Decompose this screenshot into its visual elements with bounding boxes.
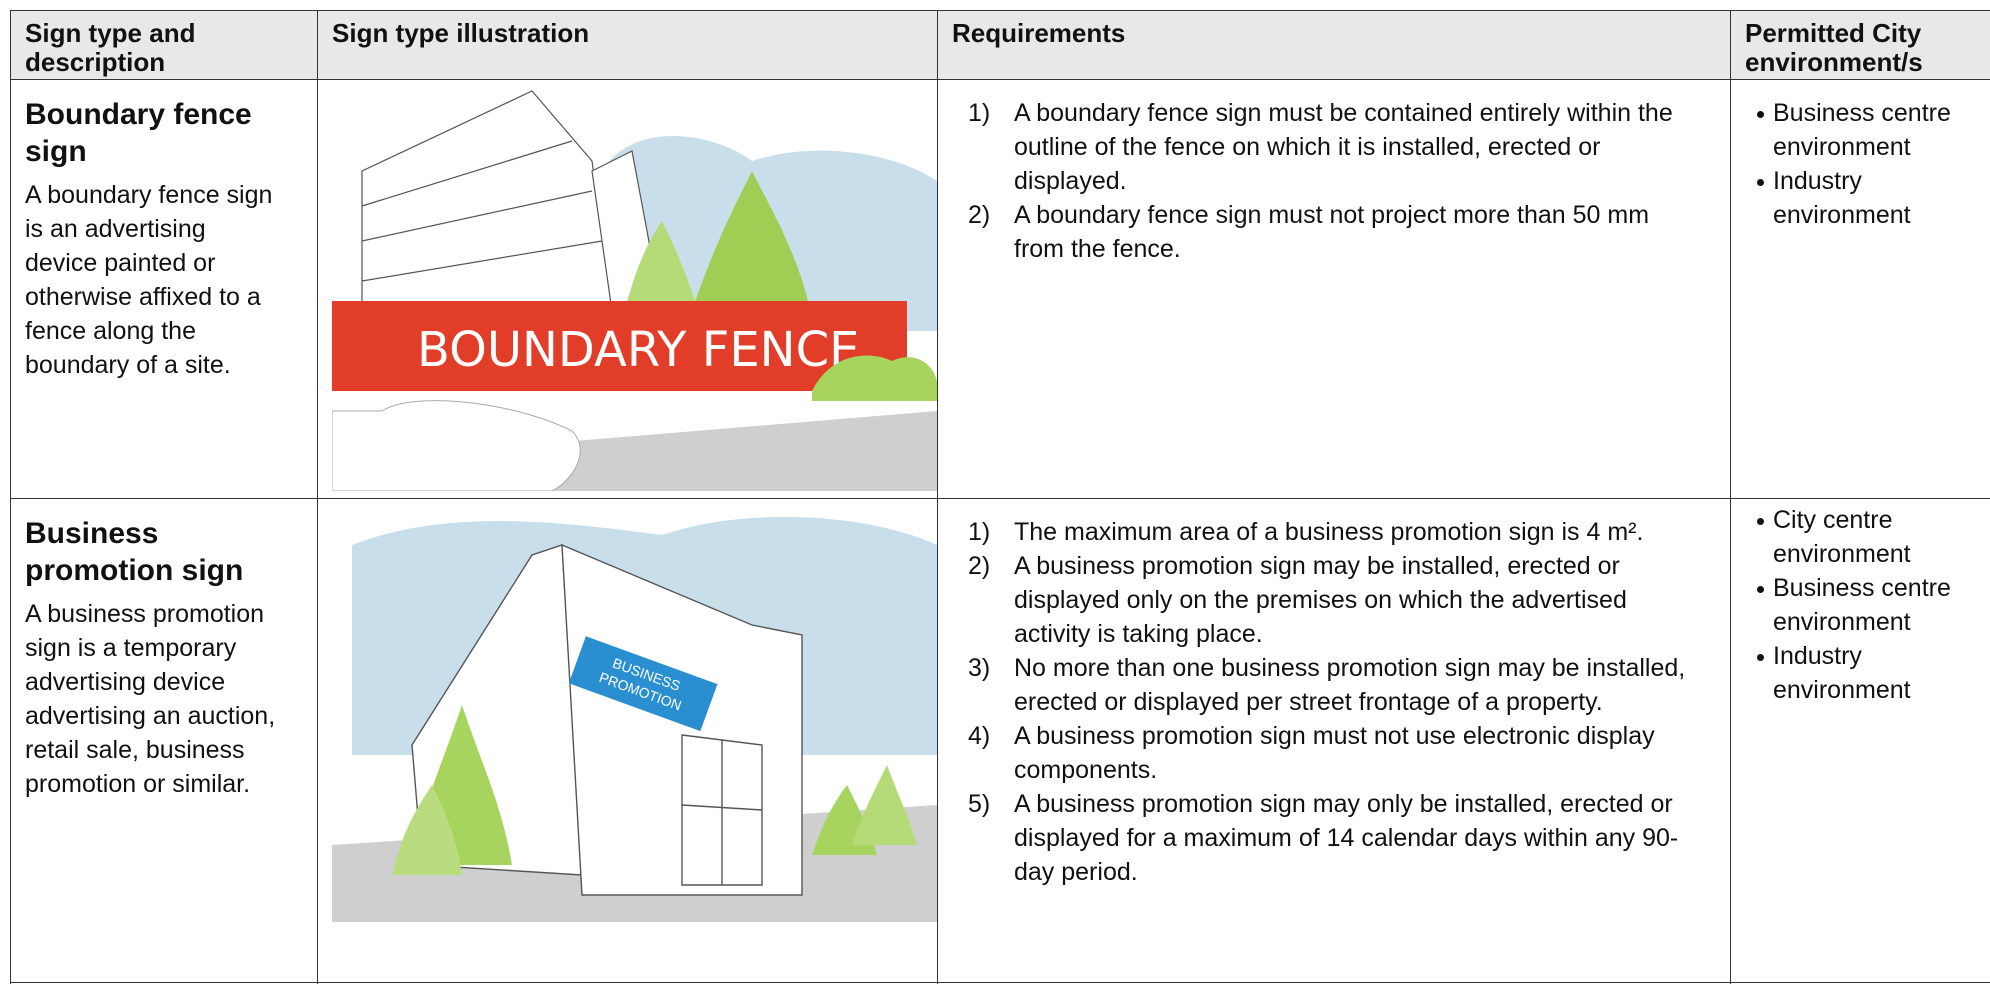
description-cell: Business promotion sign A business promot… xyxy=(10,498,317,984)
environment: Business centre environment xyxy=(1745,96,1990,164)
environment-text: City centre environment xyxy=(1773,506,1911,568)
header-text: Sign type illustration xyxy=(332,18,590,48)
requirements-cell: 1) The maximum area of a business promoti… xyxy=(937,498,1730,984)
illustration-cell xyxy=(317,498,937,984)
requirement: 2) A business promotion sign may be insta… xyxy=(952,549,1690,651)
requirement-text: A boundary fence sign must be contained … xyxy=(1014,99,1673,195)
environment-text: Business centre environment xyxy=(1773,574,1951,636)
requirement-number: 5) xyxy=(968,790,991,818)
environment-cell: Business centre environment Industry envi… xyxy=(1730,79,1990,498)
requirement: 5) A business promotion sign may only be … xyxy=(952,787,1690,889)
sign-title: Business promotion sign xyxy=(25,517,244,587)
header-text: Requirements xyxy=(952,18,1126,48)
header-text: Permitted City environment/s xyxy=(1745,18,1923,77)
bullet xyxy=(1757,179,1764,186)
bullet xyxy=(1757,586,1764,593)
requirement: 4) A business promotion sign must not use… xyxy=(952,719,1690,787)
environment-text: Industry environment xyxy=(1773,167,1911,229)
requirement-number: 1) xyxy=(968,99,991,127)
requirement-text: A business promotion sign must not use e… xyxy=(1014,722,1655,784)
requirement-text: A business promotion sign may only be in… xyxy=(1014,790,1679,886)
requirement-number: 3) xyxy=(968,654,991,682)
header-cell: Permitted City environment/s xyxy=(1730,10,1990,79)
header-cell: Requirements xyxy=(937,10,1730,79)
sign-description: A business promotion sign is a temporary… xyxy=(25,600,276,798)
requirement: 2) A boundary fence sign must not project… xyxy=(952,198,1690,266)
requirement-number: 4) xyxy=(968,722,991,750)
sign-text: BOUNDARY FENCE xyxy=(417,322,859,378)
environment: Industry environment xyxy=(1745,639,1990,707)
environment: City centre environment xyxy=(1745,503,1990,571)
requirement-number: 1) xyxy=(968,518,991,546)
sign-banner: BUSINESS PROMOTION xyxy=(568,636,718,732)
requirement: 1) A boundary fence sign must be containe… xyxy=(952,96,1690,198)
header-text: Sign type and description xyxy=(25,18,196,77)
requirement: 1) The maximum area of a business promoti… xyxy=(952,515,1690,549)
sign-description: A boundary fence sign is an advertising … xyxy=(25,181,273,379)
bullet xyxy=(1757,111,1764,118)
sign-banner xyxy=(332,301,907,391)
description-cell: Boundary fence sign A boundary fence sign… xyxy=(10,79,317,498)
requirement: 3) No more than one business promotion si… xyxy=(952,651,1690,719)
illustration: BUSINESS PROMOTION xyxy=(332,516,937,922)
illustration-cell xyxy=(317,79,937,498)
header-cell: Sign type and description xyxy=(10,10,317,79)
illustration: BOUNDARY FENCE xyxy=(332,90,937,491)
requirement-text: A boundary fence sign must not project m… xyxy=(1014,201,1650,263)
environment: Industry environment xyxy=(1745,164,1990,232)
table-border xyxy=(10,982,1990,983)
requirements-cell: 1) A boundary fence sign must be containe… xyxy=(937,79,1730,498)
bullet xyxy=(1757,518,1764,525)
environment: Business centre environment xyxy=(1745,571,1990,639)
environment-text: Business centre environment xyxy=(1773,99,1951,161)
requirement-number: 2) xyxy=(968,552,991,580)
requirement-text: A business promotion sign may be install… xyxy=(1014,552,1627,648)
requirement-text: No more than one business promotion sign… xyxy=(1014,654,1686,716)
sign-title: Boundary fence sign xyxy=(25,98,252,168)
bullet xyxy=(1757,654,1764,661)
environment-cell: City centre environment Business centre e… xyxy=(1730,498,1990,984)
requirement-text: The maximum area of a business promotion… xyxy=(1014,518,1644,546)
environment-text: Industry environment xyxy=(1773,642,1911,704)
requirement-number: 2) xyxy=(968,201,991,229)
header-cell: Sign type illustration xyxy=(317,10,937,79)
